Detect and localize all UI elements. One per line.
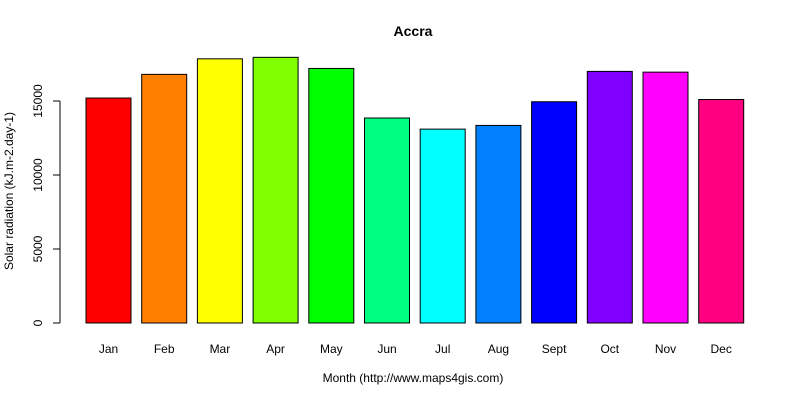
bar-oct bbox=[586, 70, 633, 324]
bar-jul bbox=[419, 128, 466, 324]
bar-sept bbox=[531, 101, 578, 324]
chart-title: Accra bbox=[394, 23, 433, 39]
x-tick-label-apr: Apr bbox=[266, 342, 285, 356]
y-axis: 0 5000 10000 15000 bbox=[31, 84, 61, 326]
y-tick-label: 0 bbox=[31, 319, 45, 326]
x-tick-label-dec: Dec bbox=[711, 342, 732, 356]
y-tick-label: 10000 bbox=[31, 158, 45, 192]
bar-may bbox=[308, 67, 355, 324]
x-axis-tick-labels: Jan Feb Mar Apr May Jun Jul Aug Sept Oct Nov Dec bbox=[99, 342, 732, 356]
x-tick-label-jun: Jun bbox=[377, 342, 396, 356]
x-tick-label-may: May bbox=[320, 342, 343, 356]
bar-dec bbox=[698, 99, 745, 324]
x-tick-label-jul: Jul bbox=[435, 342, 450, 356]
x-tick-label-aug: Aug bbox=[488, 342, 509, 356]
x-tick-label-jan: Jan bbox=[99, 342, 118, 356]
x-tick-label-nov: Nov bbox=[655, 342, 676, 356]
bar-jan bbox=[85, 97, 132, 324]
bar-aug bbox=[475, 124, 522, 324]
bars bbox=[85, 56, 745, 324]
bar-mar bbox=[196, 58, 243, 324]
y-axis-label: Solar radiation (kJ.m-2.day-1) bbox=[2, 112, 16, 270]
x-tick-label-sept: Sept bbox=[542, 342, 567, 356]
bar-nov bbox=[642, 71, 689, 324]
x-tick-label-mar: Mar bbox=[210, 342, 231, 356]
x-axis-label: Month (http://www.maps4gis.com) bbox=[323, 371, 504, 385]
bar-apr bbox=[252, 56, 299, 324]
x-tick-label-feb: Feb bbox=[154, 342, 175, 356]
x-tick-label-oct: Oct bbox=[600, 342, 619, 356]
bar-jun bbox=[364, 117, 410, 324]
y-tick-label: 15000 bbox=[31, 84, 45, 118]
y-tick-label: 5000 bbox=[31, 235, 45, 262]
bar-feb bbox=[141, 73, 188, 324]
